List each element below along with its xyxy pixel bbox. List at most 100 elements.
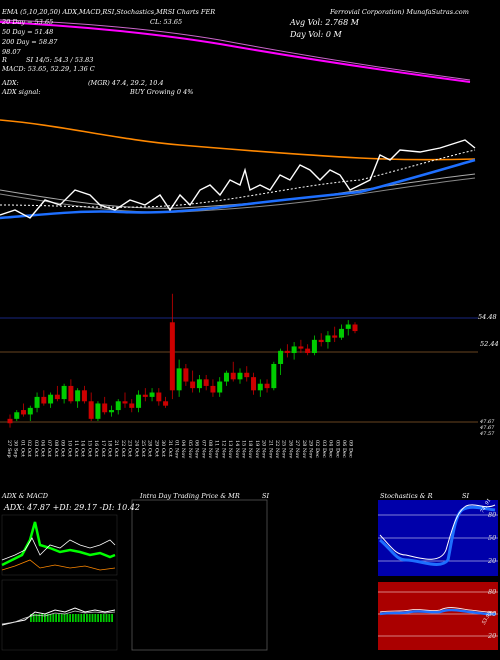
date-tick-label: 29 Oct bbox=[153, 440, 159, 457]
adx-panel bbox=[1, 514, 118, 576]
candle-body bbox=[257, 383, 263, 391]
date-tick-label: 11 Oct bbox=[73, 440, 79, 457]
intra-panel-title: Intra Day Trading Price & MR bbox=[140, 492, 240, 500]
price-label-mid: 52.44 bbox=[480, 340, 499, 348]
date-tick-label: 28 Oct bbox=[147, 440, 153, 457]
date-tick-label: 07 Nov bbox=[200, 440, 206, 458]
candle-body bbox=[14, 412, 20, 419]
stoch-d-line bbox=[379, 504, 496, 560]
white-price-line bbox=[0, 139, 476, 219]
candle-body bbox=[176, 368, 182, 391]
date-tick-label: 05 Dec bbox=[334, 440, 340, 458]
date-tick-label: 12 Nov bbox=[220, 440, 226, 458]
date-tick-label: 03 Dec bbox=[321, 440, 327, 458]
date-tick-label: 05 Nov bbox=[187, 440, 193, 458]
macd-hist-bar bbox=[35, 614, 38, 622]
date-tick-label: 31 Oct bbox=[167, 440, 173, 457]
chart-title: EMA (5,10,20,50) ADX,MACD,RSI,Stochastic… bbox=[2, 8, 216, 16]
macd-hist-bar bbox=[38, 614, 41, 622]
magenta-thin-line bbox=[0, 19, 471, 81]
candle-body bbox=[27, 407, 33, 415]
macd-hist-bar bbox=[94, 614, 97, 622]
date-tick-label: 25 Oct bbox=[140, 440, 146, 457]
candle-body bbox=[169, 322, 175, 391]
magenta-ema200-line bbox=[0, 21, 471, 83]
candle-body bbox=[264, 383, 270, 389]
candle-body bbox=[244, 372, 250, 378]
candle-body bbox=[298, 346, 304, 349]
rsi-prefix: R bbox=[2, 56, 7, 64]
candle-body bbox=[183, 368, 189, 382]
date-tick-label: 04 Dec bbox=[328, 440, 334, 458]
candle-body bbox=[102, 403, 108, 413]
blue-ema-line bbox=[0, 158, 476, 220]
adx-orange-line bbox=[1, 559, 116, 571]
date-tick-label: 28 Nov bbox=[301, 440, 307, 458]
macd-hist-bar bbox=[83, 614, 85, 622]
date-tick-label: 09 Oct bbox=[60, 440, 66, 457]
date-tick-label: 20 Nov bbox=[261, 440, 267, 458]
date-tick-label: 22 Oct bbox=[120, 440, 126, 457]
date-tick-label: 02 Dec bbox=[314, 440, 320, 458]
mrsi-panel bbox=[378, 582, 498, 650]
macd-hist-bar bbox=[102, 614, 105, 622]
macd-hist-bar bbox=[52, 614, 55, 622]
date-tick-label: 22 Nov bbox=[274, 440, 280, 458]
date-tick-label: 18 Nov bbox=[247, 440, 253, 458]
stoch-tick-50: 50 bbox=[488, 534, 497, 542]
prev-close-label: 98.07 bbox=[2, 48, 21, 56]
candle-body bbox=[203, 379, 209, 386]
macd-hist-bar bbox=[86, 614, 88, 622]
date-tick-label: 27 Nov bbox=[294, 440, 300, 458]
date-tick-label: 27 Sep bbox=[6, 440, 12, 458]
candle-body bbox=[237, 372, 243, 380]
macd-hist-bar bbox=[100, 614, 102, 622]
date-tick-label: 25 Nov bbox=[281, 440, 287, 458]
date-tick-label: 16 Oct bbox=[93, 440, 99, 457]
orange-ema-line bbox=[0, 119, 476, 161]
macd-signal-line bbox=[1, 610, 116, 625]
candle-body bbox=[332, 335, 338, 338]
candle-body bbox=[122, 401, 128, 404]
date-tick-label: 14 Oct bbox=[80, 440, 86, 457]
candle-body bbox=[345, 324, 351, 329]
candle-body bbox=[217, 381, 223, 393]
macd-hist-bar bbox=[97, 614, 99, 622]
macd-hist-bar bbox=[41, 614, 43, 622]
date-tick-label: 21 Nov bbox=[267, 440, 273, 458]
date-tick-label: 14 Nov bbox=[234, 440, 240, 458]
day-volume: Day Vol: 0 M bbox=[290, 30, 342, 39]
adx-signal-text: BUY Growing 0 4% bbox=[130, 88, 194, 96]
avg-volume: Avg Vol: 2.768 M bbox=[290, 18, 359, 27]
stoch-panel-si: SI bbox=[462, 492, 470, 500]
macd-histogram bbox=[30, 614, 113, 622]
macd-hist-bar bbox=[69, 614, 71, 622]
mrsi-white-line bbox=[379, 607, 497, 613]
candle-body bbox=[41, 396, 47, 404]
adx-label: ADX: bbox=[2, 79, 19, 87]
date-tick-label: 08 Nov bbox=[207, 440, 213, 458]
macd-values: MACD: 53.65, 52.29, 1.36 C bbox=[2, 65, 95, 73]
candle-body bbox=[210, 385, 216, 393]
candle-body bbox=[108, 410, 114, 413]
macd-hist-bar bbox=[55, 614, 57, 622]
date-tick-label: 13 Nov bbox=[227, 440, 233, 458]
candle-body bbox=[163, 401, 169, 406]
candle-body bbox=[75, 390, 81, 402]
macd-hist-bar bbox=[74, 614, 77, 622]
stoch-k-line bbox=[379, 505, 496, 566]
stoch-panel-title: Stochastics & R bbox=[380, 492, 433, 500]
candle-body bbox=[129, 403, 135, 408]
date-tick-label: 15 Oct bbox=[86, 440, 92, 457]
date-tick-label: 30 Oct bbox=[160, 440, 166, 457]
date-tick-label: 04 Oct bbox=[40, 440, 46, 457]
candle-body bbox=[196, 379, 202, 389]
price-label-low2: 47.67 bbox=[480, 425, 495, 431]
candle-body bbox=[95, 403, 101, 419]
candle-body bbox=[230, 372, 236, 380]
macd-hist-bar bbox=[46, 614, 49, 622]
date-tick-label: 17 Oct bbox=[100, 440, 106, 457]
candle-body bbox=[61, 385, 67, 400]
date-tick-label: 03 Oct bbox=[33, 440, 39, 457]
macd-hist-bar bbox=[60, 614, 63, 622]
